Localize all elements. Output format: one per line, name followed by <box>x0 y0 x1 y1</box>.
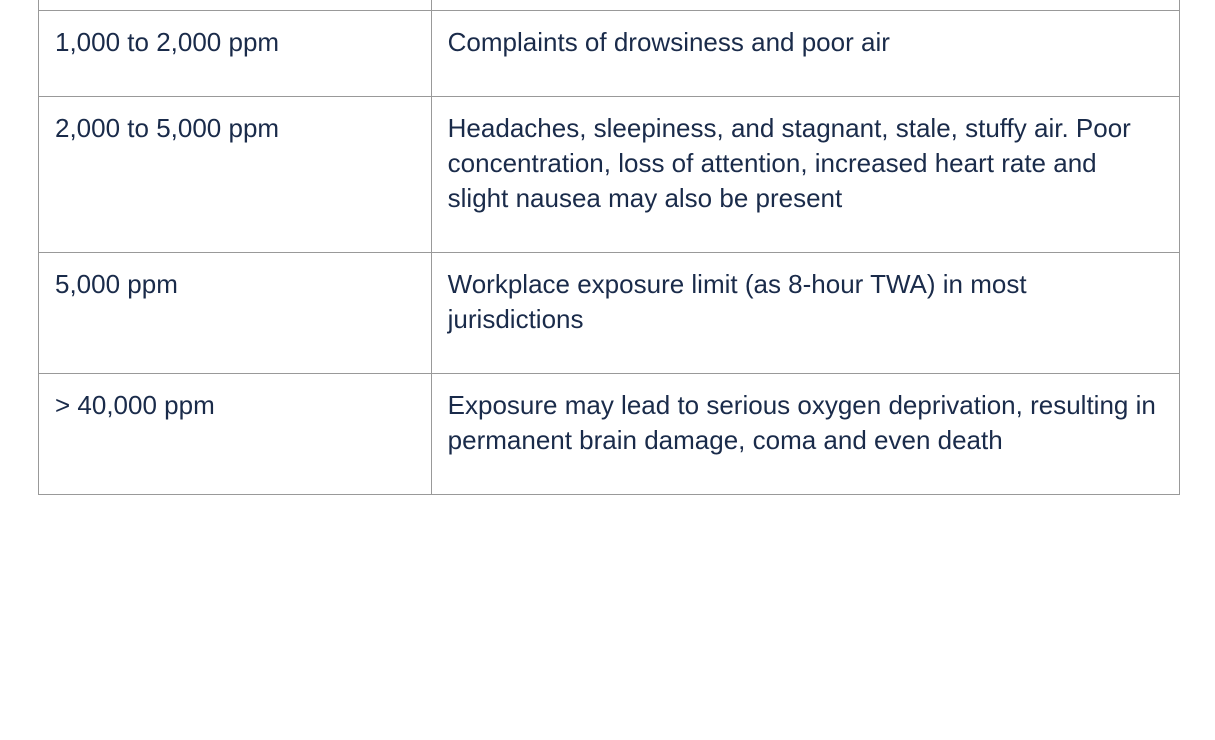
table-cell-level-partial <box>39 0 432 10</box>
table-cell-level: 1,000 to 2,000 ppm <box>39 10 432 96</box>
table-cell-level: 2,000 to 5,000 ppm <box>39 96 432 252</box>
table-cell-level: 5,000 ppm <box>39 252 432 373</box>
table-cell-effect-partial <box>431 0 1179 10</box>
table-row: 1,000 to 2,000 ppm Complaints of drowsin… <box>39 10 1180 96</box>
co2-levels-table: 1,000 to 2,000 ppm Complaints of drowsin… <box>38 0 1180 495</box>
table-row: 2,000 to 5,000 ppm Headaches, sleepiness… <box>39 96 1180 252</box>
table-row-partial <box>39 0 1180 10</box>
table-cell-effect: Headaches, sleepiness, and stagnant, sta… <box>431 96 1179 252</box>
table-cell-effect: Exposure may lead to serious oxygen depr… <box>431 374 1179 495</box>
table-cell-effect: Workplace exposure limit (as 8-hour TWA)… <box>431 252 1179 373</box>
table-row: 5,000 ppm Workplace exposure limit (as 8… <box>39 252 1180 373</box>
table-cell-level: > 40,000 ppm <box>39 374 432 495</box>
table-cell-effect: Complaints of drowsiness and poor air <box>431 10 1179 96</box>
table-row: > 40,000 ppm Exposure may lead to seriou… <box>39 374 1180 495</box>
co2-levels-table-container: 1,000 to 2,000 ppm Complaints of drowsin… <box>38 0 1180 495</box>
